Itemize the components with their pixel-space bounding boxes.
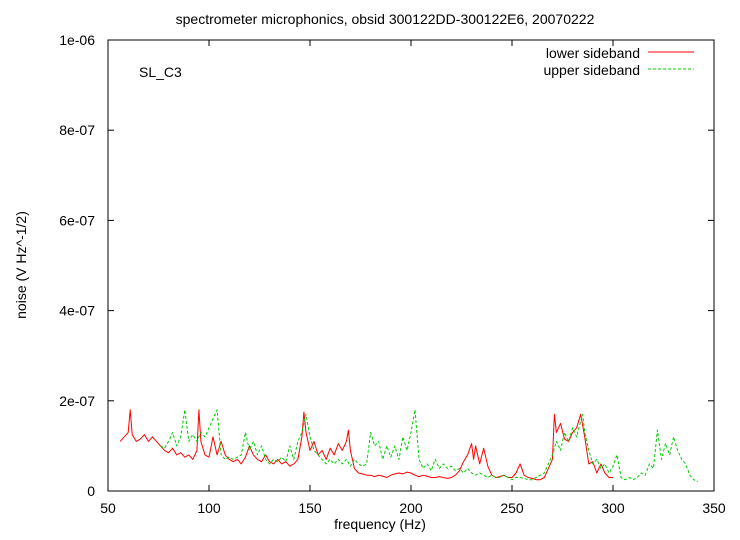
series-line-upper-sideband <box>160 409 699 483</box>
plot-frame <box>107 39 715 492</box>
x-axis-label: frequency (Hz) <box>334 516 426 532</box>
x-tick-label: 50 <box>100 500 116 516</box>
y-tick-label: 1e-06 <box>59 32 95 48</box>
y-tick-label: 8e-07 <box>59 122 95 138</box>
x-tick-label: 100 <box>197 500 221 516</box>
y-axis-label: noise (V Hz^-1/2) <box>13 211 29 319</box>
x-tick-label: 300 <box>601 500 625 516</box>
legend-label-lower: lower sideband <box>546 45 640 61</box>
y-tick-label: 2e-07 <box>59 393 95 409</box>
axis-ticks: 50 100 150 200 250 300 350 0 2e-07 4e-07 6e-07 8e-0… <box>59 32 726 516</box>
y-tick-label: 6e-07 <box>59 212 95 228</box>
panel-annotation: SL_C3 <box>139 64 182 80</box>
y-tick-label: 4e-07 <box>59 303 95 319</box>
legend: lower sideband upper sideband <box>543 45 694 78</box>
legend-label-upper: upper sideband <box>543 62 640 78</box>
series-layer <box>119 409 699 483</box>
x-tick-label: 200 <box>399 500 423 516</box>
x-tick-label: 250 <box>500 500 524 516</box>
x-tick-label: 150 <box>298 500 322 516</box>
x-tick-label: 350 <box>702 500 726 516</box>
chart-title: spectrometer microphonics, obsid 300122D… <box>176 11 595 27</box>
y-tick-label: 0 <box>87 483 95 499</box>
series-line-lower-sideband <box>119 409 613 481</box>
